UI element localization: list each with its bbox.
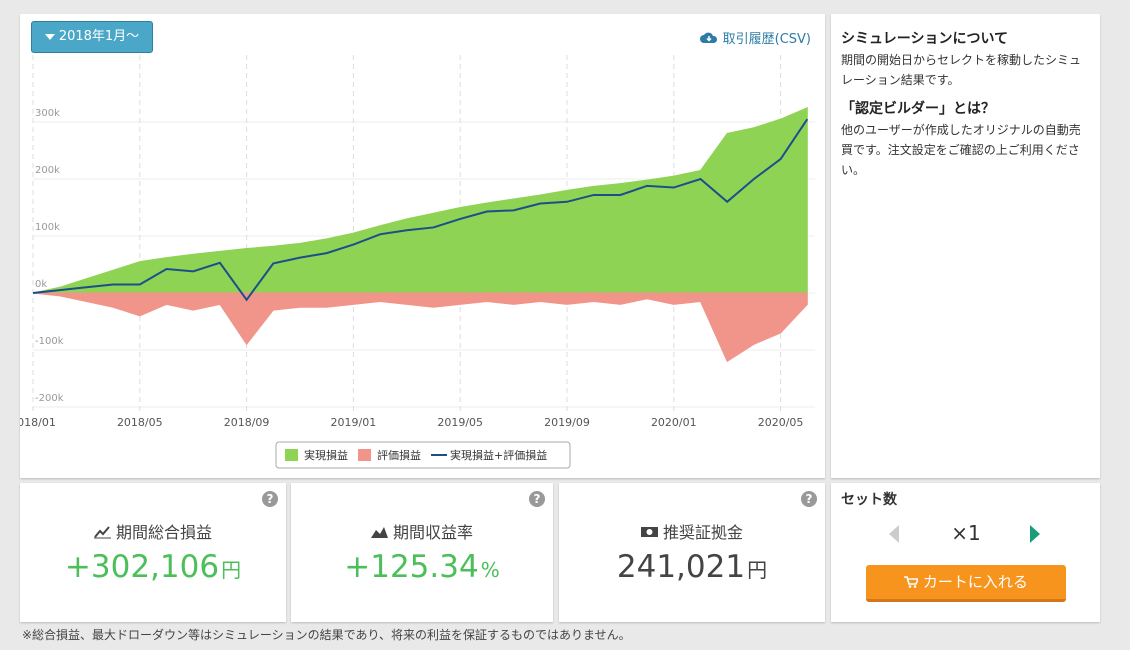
legend-label: 実現損益+評価損益 <box>450 448 547 462</box>
legend-box <box>275 441 571 469</box>
sidebar: シミュレーションについて 期間の開始日からセレクトを稼動したシミュレーション結果… <box>831 14 1100 478</box>
stat-value-row: +125.34% <box>291 549 553 585</box>
stat-label: 期間総合損益 <box>115 523 212 542</box>
x-tick-label: 2018/05 <box>117 416 163 429</box>
set-count-panel: セット数 ×1 カートに入れる <box>831 483 1100 622</box>
x-tick-label: 2019/09 <box>544 416 590 429</box>
decrease-button[interactable] <box>889 525 901 543</box>
stat-label-row: 期間総合損益 <box>20 519 286 543</box>
stat-value: +302,106 <box>64 549 220 585</box>
stat-value-row: 241,021 円 <box>559 549 825 585</box>
y-tick-label: 0k <box>35 279 47 290</box>
stat-label-row: 期間収益率 <box>291 519 553 543</box>
stat-icon <box>93 526 111 539</box>
x-tick-label: 2020/05 <box>758 416 804 429</box>
text: 期間の開始日からセレクトを稼動したシミュレーション結果です。 <box>841 53 1082 87</box>
y-tick-label: 100k <box>35 222 60 233</box>
stat-label-row: 推奨証拠金 <box>559 519 825 543</box>
stat-unit: 円 <box>747 558 768 582</box>
y-tick-label: 300k <box>35 108 60 119</box>
x-tick-label: 2019/01 <box>331 416 377 429</box>
increase-button[interactable] <box>1030 525 1042 543</box>
filter-label: 2018年1月～ <box>58 29 140 44</box>
stat-icon <box>640 527 658 537</box>
line <box>32 118 809 302</box>
x-tick-label: 2019/05 <box>437 416 483 429</box>
stat-unit: 円 <box>221 558 242 582</box>
stat-card: ? 推奨証拠金 241,021 円 <box>559 483 825 622</box>
csv-download[interactable]: 取引履歴(CSV) <box>700 28 811 47</box>
stat-value: 241,021 <box>616 549 746 585</box>
area <box>32 106 808 294</box>
x-tick-label: 2020/01 <box>651 416 697 429</box>
stat-label: 期間収益率 <box>392 523 473 542</box>
x-tick-label: 2018/01 <box>20 416 56 429</box>
set-title: セット数 <box>841 492 897 508</box>
stat-value: +125.34 <box>344 549 479 585</box>
button-label: カートに入れる <box>922 573 1028 591</box>
legend-swatch <box>285 449 298 461</box>
download-label: 取引履歴(CSV) <box>722 32 811 47</box>
chart-panel: -200k -100k 0k 100k 200k 300k 2018/01 2018/05 20… <box>20 14 825 478</box>
help-icon[interactable]: ? <box>801 491 817 507</box>
legend-label: 実現損益 <box>304 448 348 462</box>
add-to-cart-button[interactable]: カートに入れる <box>866 565 1066 602</box>
help-icon[interactable]: ? <box>529 491 545 507</box>
cart-icon <box>904 576 920 588</box>
stat-label: 推奨証拠金 <box>662 523 743 542</box>
chart: -200k -100k 0k 100k 200k 300k 2018/01 2018/05 20… <box>20 55 815 469</box>
text: 他のユーザーが作成したオリジナルの自動売買です。注文設定をご確認の上ご利用くださ… <box>841 123 1081 177</box>
stat-card: ? 期間総合損益 +302,106 円 <box>20 483 286 622</box>
heading: 「認定ビルダー」とは？ <box>841 101 995 117</box>
count: ×1 <box>951 521 981 545</box>
x-tick-label: 2018/09 <box>224 416 270 429</box>
stat-card: ? 期間収益率 +125.34% <box>291 483 553 622</box>
stat-unit: % <box>480 558 500 582</box>
stat-value-row: +302,106 円 <box>20 549 286 585</box>
y-tick-label: -200k <box>35 393 64 404</box>
legend-swatch <box>358 449 371 461</box>
y-tick-label: 200k <box>35 165 60 176</box>
cloud-icon <box>700 32 718 43</box>
disclaimer: ※総合損益、最大ドローダウン等はシミュレーションの結果であり、将来の利益を保証す… <box>22 628 631 642</box>
y-tick-label: -100k <box>35 336 64 347</box>
legend-label: 評価損益 <box>377 448 421 462</box>
area <box>32 292 808 363</box>
help-icon[interactable]: ? <box>262 491 278 507</box>
heading: シミュレーションについて <box>841 31 1009 47</box>
stat-icon <box>370 527 388 538</box>
period-filter[interactable]: 2018年1月～ <box>31 21 153 53</box>
